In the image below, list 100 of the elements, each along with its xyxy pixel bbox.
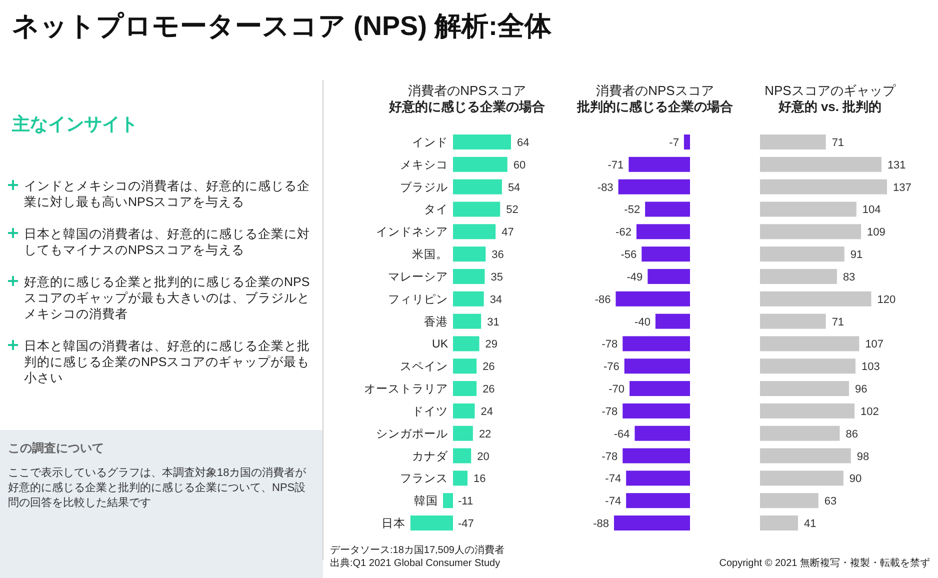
y-tick-label: ドイツ	[412, 406, 448, 418]
bar	[760, 202, 856, 217]
data-label: -70	[608, 384, 625, 396]
y-tick-label: スペイン	[400, 361, 448, 374]
data-label: 34	[490, 294, 502, 306]
bar	[453, 291, 484, 306]
bar	[453, 448, 472, 464]
data-label: 131	[887, 159, 906, 172]
y-tick-label: UK	[432, 338, 448, 351]
bar	[760, 134, 826, 150]
data-label: 24	[480, 406, 493, 418]
y-tick-label: 米国。	[412, 248, 448, 262]
data-label: 26	[482, 384, 495, 396]
bar	[760, 358, 856, 374]
bar	[760, 336, 860, 352]
data-label: -11	[458, 496, 474, 508]
y-tick-label: メキシコ	[400, 159, 448, 172]
bar	[453, 336, 480, 352]
data-label: 83	[842, 271, 856, 284]
data-label: 52	[506, 204, 518, 216]
data-label: 35	[490, 271, 503, 284]
text: ここで表示しているグラフは、本調査対象18カ国の消費者が好意的に感じる企業と批判的に感じる企業について、NPS設問の回答を比較した結果です	[8, 466, 308, 511]
data-label: 86	[846, 428, 858, 440]
bar	[760, 314, 826, 329]
data-label: 41	[804, 518, 816, 530]
data-label: 137	[893, 182, 912, 194]
text: この調査について	[8, 440, 104, 457]
y-tick-label: タイ	[424, 204, 448, 216]
chart-subtitle: 好意的に感じる企業の場合	[388, 99, 545, 114]
y-tick-label: 日本	[381, 517, 406, 530]
source-note: 出典:Q1 2021 Global Consumer Study	[330, 557, 500, 569]
bar	[453, 179, 502, 194]
y-tick-label: ブラジル	[400, 180, 448, 194]
data-label: 71	[832, 316, 844, 328]
bar	[760, 381, 849, 396]
chart-title: NPSスコアのギャップ	[764, 83, 896, 98]
y-tick-label: シンガポール	[376, 427, 448, 440]
data-label: 90	[849, 473, 862, 486]
bar	[760, 493, 818, 508]
bar	[760, 403, 855, 418]
y-tick-label: マレーシア	[388, 271, 448, 284]
bar	[453, 224, 496, 240]
data-label: 102	[860, 406, 879, 418]
data-label: -83	[597, 182, 614, 194]
chart-title: 消費者のNPSスコア	[596, 83, 714, 98]
text: 日本と韓国の消費者は、好意的に感じる企業に対してもマイナスのNPSスコアを与える	[24, 226, 311, 258]
bar	[453, 268, 485, 284]
data-label: 120	[877, 294, 896, 306]
data-label: 47	[502, 226, 514, 239]
y-tick-label: カナダ	[412, 450, 449, 463]
text: データソース:18カ国17,509人の消費者	[330, 544, 504, 556]
data-label: 26	[482, 361, 495, 374]
bar	[453, 358, 477, 374]
data-label: -62	[616, 226, 632, 239]
text: ネットプロモータースコア (NPS) 解析:全体	[12, 10, 552, 43]
data-label: 103	[861, 361, 880, 374]
bar	[453, 134, 511, 150]
bar	[760, 448, 851, 464]
text: インドとメキシコの消費者は、好意的に感じる企業に対し最も高いNPSスコアを与える	[24, 178, 311, 210]
data-label: -86	[594, 294, 611, 306]
y-tick-label: インドネシア	[376, 226, 448, 239]
data-label: 16	[474, 473, 486, 486]
y-tick-label: オーストラリア	[364, 384, 448, 396]
bar	[760, 516, 798, 530]
text: Copyright © 2021 無断複写・複製・転載を禁ず	[719, 557, 930, 569]
bar	[760, 470, 844, 486]
chart-subtitle: 好意的 vs. 批判的	[777, 99, 882, 114]
data-label: 63	[824, 496, 837, 508]
bar	[410, 516, 453, 530]
data-label: -78	[602, 450, 618, 463]
bar	[760, 426, 840, 441]
bar	[760, 268, 837, 284]
data-label: -52	[624, 204, 640, 216]
bar	[453, 381, 477, 396]
text: 日本と韓国の消費者は、好意的に感じる企業と批判的に感じる企業のNPSスコアのギャップが最も小さい	[24, 338, 311, 386]
data-label: -78	[602, 338, 618, 351]
data-label: -56	[620, 249, 637, 262]
y-tick-label: 韓国	[414, 494, 438, 508]
data-label: -64	[614, 428, 630, 440]
bar	[453, 403, 475, 418]
bar	[760, 179, 887, 194]
bar	[760, 224, 862, 240]
data-label: -49	[626, 271, 643, 284]
data-label: 91	[850, 249, 863, 262]
bar	[760, 246, 844, 262]
y-tick-label: インド	[412, 137, 448, 149]
data-label: 64	[517, 137, 530, 149]
data-label: 29	[485, 338, 498, 351]
text: 好意的に感じる企業と批判的に感じる企業のNPSスコアのギャップが最も大きいのは、ブラジルとメキシコの消費者	[24, 274, 311, 322]
data-label: 109	[867, 226, 886, 239]
bar	[453, 470, 468, 486]
bar	[760, 291, 872, 306]
data-label: -76	[603, 361, 620, 374]
y-tick-label: 香港	[424, 315, 448, 328]
data-label: -74	[605, 473, 622, 486]
chart-subtitle: 批判的に感じる企業の場合	[576, 99, 733, 114]
bar	[453, 202, 500, 217]
y-tick-label: フィリピン	[388, 292, 448, 306]
text: 主なインサイト	[12, 113, 138, 136]
bar	[760, 156, 882, 172]
